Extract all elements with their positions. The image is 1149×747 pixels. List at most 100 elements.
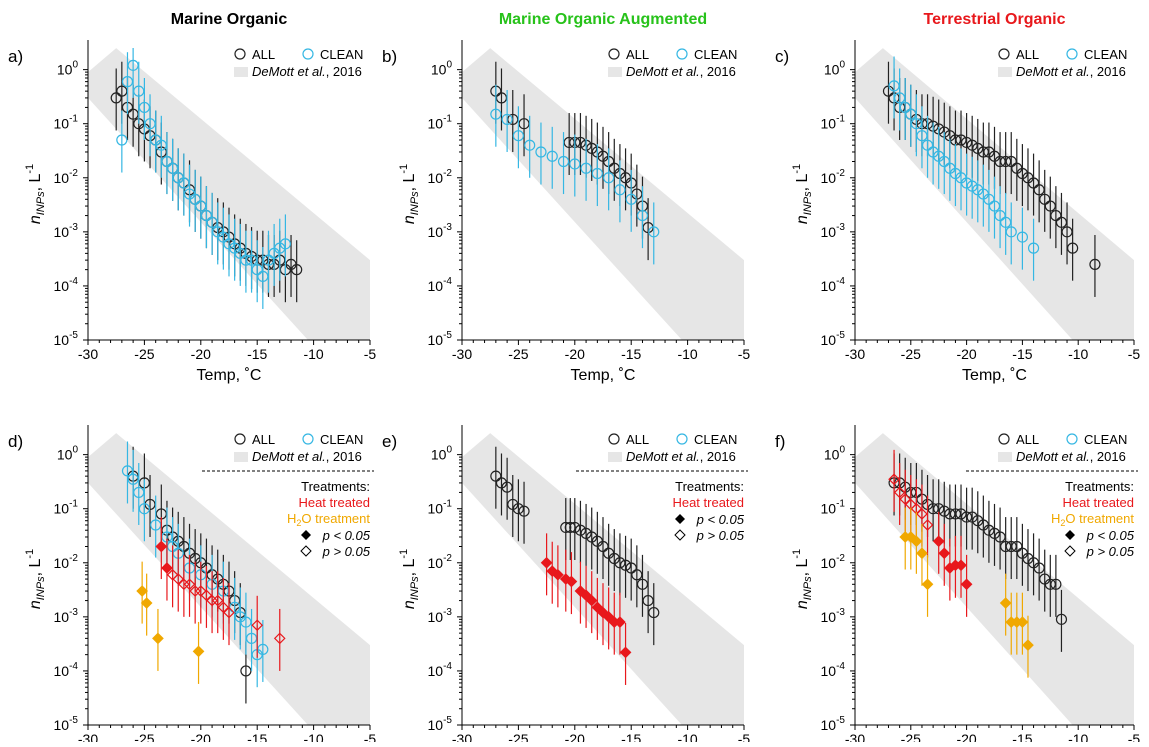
x-tick-label: -25 <box>508 731 528 742</box>
y-tick-base: 10 <box>821 555 837 571</box>
y-tick-exp: -2 <box>443 168 452 179</box>
data-point-diamond <box>999 597 1012 609</box>
panel-letter: e) <box>382 432 397 451</box>
legend-ns-label: p > 0.05 <box>322 544 371 559</box>
legend-all-marker <box>608 48 620 60</box>
y-tick-label: 10-2 <box>821 168 846 186</box>
data-point-clean <box>240 254 252 266</box>
data-point-clean <box>138 503 150 515</box>
panel-f: -30 -25 -20 -15 -10 -510010-110-210-310-410-5… <box>775 425 1140 747</box>
legend-sig-marker <box>1065 530 1075 540</box>
y-tick-base: 10 <box>428 170 444 186</box>
legend-all-label: ALL <box>252 47 275 62</box>
legend: ALL CLEAN DeMott et al., 2016 <box>998 47 1127 79</box>
y-label-sub: INPs <box>409 191 421 215</box>
data-point-diamond <box>916 547 928 560</box>
data-point-diamond <box>217 601 230 614</box>
data-point-clean <box>245 254 258 266</box>
legend-all-label: ALL <box>626 47 649 62</box>
legend: ALL CLEAN DeMott et al., 2016 <box>608 47 737 79</box>
column-title-1: Marine Organic <box>171 11 288 28</box>
x-tick-label: -15 <box>247 346 267 362</box>
data-layer <box>888 449 1068 678</box>
data-point-clean <box>155 139 167 151</box>
y-tick-base: 10 <box>431 447 447 463</box>
legend: ALL CLEAN DeMott et al., 2016 Treatments:He… <box>202 432 374 559</box>
y-tick-exp: -4 <box>443 276 452 287</box>
y-tick-label: 10-4 <box>821 661 846 679</box>
x-tick-label: -20 <box>191 731 211 742</box>
legend-all-label: ALL <box>252 432 275 447</box>
y-tick-exp: -5 <box>836 715 845 726</box>
y-label-exp: -1 <box>24 164 36 174</box>
y-tick-base: 10 <box>428 278 444 294</box>
y-tick-exp: -3 <box>836 607 845 618</box>
data-point-clean <box>223 238 235 250</box>
panel-letter: b) <box>382 47 397 66</box>
y-tick-exp: -2 <box>69 168 78 179</box>
x-tick-label: -20 <box>191 346 211 362</box>
data-point-clean <box>167 162 179 174</box>
y-tick-exp: -1 <box>69 499 78 510</box>
y-tick-base: 10 <box>821 170 837 186</box>
y-axis-label: nINPs, L-1 <box>398 164 421 224</box>
legend-h2o2-o: O <box>301 511 311 526</box>
y-tick-base: 10 <box>821 663 837 679</box>
y-tick-base: 10 <box>821 717 837 733</box>
legend: ALL CLEAN DeMott et al., 2016 Treatments:He… <box>966 432 1138 559</box>
y-tick-base: 10 <box>821 278 837 294</box>
data-point-all <box>507 113 519 126</box>
y-tick-exp: -2 <box>836 168 845 179</box>
data-point-diamond <box>565 575 578 588</box>
panel-letter: a) <box>8 47 23 66</box>
y-tick-exp: 0 <box>446 445 452 456</box>
y-label-unit: , L <box>27 174 44 192</box>
legend-clean-marker <box>1066 48 1078 60</box>
legend-h2o2-suffix: treatment <box>311 511 370 526</box>
data-layer <box>882 56 1101 297</box>
y-tick-base: 10 <box>821 116 837 132</box>
data-point-all <box>501 481 513 493</box>
data-point-clean <box>512 130 525 142</box>
y-tick-base: 10 <box>428 224 444 240</box>
y-tick-exp: -1 <box>443 499 452 510</box>
legend: ALL CLEAN DeMott et al., 2016 Treatments:He… <box>576 432 748 543</box>
legend-demott-label: DeMott et al., 2016 <box>1016 449 1126 464</box>
legend-all-label: ALL <box>1016 47 1039 62</box>
legend-clean-marker <box>676 48 688 60</box>
legend-all-label: ALL <box>1016 432 1039 447</box>
legend-all-marker <box>998 48 1010 60</box>
y-tick-base: 10 <box>428 555 444 571</box>
data-point-diamond <box>155 540 168 553</box>
y-tick-label: 10-1 <box>821 499 846 517</box>
data-point-all <box>1067 242 1079 254</box>
y-tick-exp: 0 <box>839 60 845 71</box>
data-point-diamond <box>580 589 592 602</box>
data-point-diamond <box>619 646 632 659</box>
legend-demott-year: , 2016 <box>1090 64 1126 79</box>
legend-demott-name: DeMott et al. <box>252 64 326 79</box>
x-tick-label: -25 <box>901 731 921 742</box>
data-point-all <box>608 552 620 565</box>
data-point-diamond <box>932 535 945 548</box>
data-point-all <box>518 118 530 130</box>
legend-clean-label: CLEAN <box>1084 432 1127 447</box>
data-point-clean <box>150 519 162 531</box>
y-tick-label: 10-1 <box>428 499 453 517</box>
legend-all-marker <box>234 433 246 445</box>
y-tick-label: 100 <box>57 60 79 78</box>
y-label-unit: , L <box>401 559 418 577</box>
x-tick-label: -5 <box>364 346 377 362</box>
data-point-diamond <box>152 632 164 645</box>
data-point-all <box>580 527 592 539</box>
panel-letter: d) <box>8 432 23 451</box>
x-tick-label: -5 <box>1128 346 1141 362</box>
data-point-clean <box>127 59 139 71</box>
x-tick-label: -15 <box>1012 731 1032 742</box>
y-tick-exp: -4 <box>443 661 452 672</box>
x-tick-label: -15 <box>621 346 641 362</box>
data-point-clean <box>257 643 269 656</box>
y-label-exp: -1 <box>791 549 803 559</box>
y-axis-label: nINPs, L-1 <box>398 549 421 609</box>
